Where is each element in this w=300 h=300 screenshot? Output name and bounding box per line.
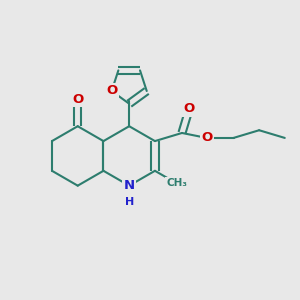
Text: O: O bbox=[72, 93, 83, 106]
Text: O: O bbox=[201, 131, 212, 144]
Text: O: O bbox=[106, 85, 117, 98]
Text: O: O bbox=[184, 102, 195, 115]
Text: CH₃: CH₃ bbox=[166, 178, 187, 188]
Text: H: H bbox=[124, 197, 134, 207]
Text: N: N bbox=[124, 179, 135, 192]
